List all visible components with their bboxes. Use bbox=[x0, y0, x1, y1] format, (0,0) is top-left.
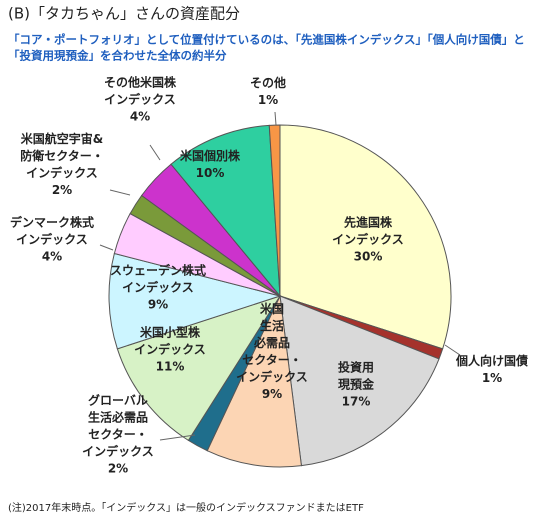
pie-slice bbox=[206, 294, 302, 468]
slice-label: 生活 bbox=[260, 318, 284, 333]
slice-label: 必需品 bbox=[253, 335, 290, 350]
slice-label: 米国個別株 bbox=[180, 148, 241, 163]
value-label: 11% bbox=[156, 360, 185, 374]
chart-subtitle: 「投資用現預金」を合わせた全体の約半分 bbox=[8, 49, 227, 63]
slice-label: インデックス bbox=[104, 92, 176, 107]
slice-label: セクター・ bbox=[242, 353, 302, 367]
chart-title: (B)「タカちゃん」さんの資産配分 bbox=[8, 5, 240, 23]
pie-slice bbox=[268, 124, 281, 297]
slice-label: インデックス bbox=[134, 342, 206, 357]
slice-label: 米国小型株 bbox=[140, 325, 201, 340]
value-label: 17% bbox=[342, 395, 371, 409]
value-label: 2% bbox=[52, 183, 72, 197]
slice-label: 米国 bbox=[260, 301, 284, 316]
value-label: 9% bbox=[262, 387, 282, 401]
value-label: 4% bbox=[42, 250, 62, 264]
pie-slice bbox=[279, 124, 452, 350]
slice-label: インデックス bbox=[332, 232, 404, 247]
value-label: 1% bbox=[482, 371, 502, 385]
value-label: 4% bbox=[130, 110, 150, 124]
slice-label: インデックス bbox=[82, 444, 154, 459]
slice-label: 投資用 bbox=[338, 360, 374, 375]
value-label: 9% bbox=[148, 298, 168, 312]
slice-label: 現預金 bbox=[338, 377, 375, 392]
slice-label: グローバル bbox=[88, 393, 148, 408]
leader-lines bbox=[99, 111, 461, 441]
footnote: (注)2017年末時点。「インデックス」は一般のインデックスファンドまたはETF bbox=[8, 501, 364, 514]
pie-slice bbox=[116, 295, 282, 442]
slice-label: スウェーデン株式 bbox=[110, 263, 206, 278]
value-label: 2% bbox=[108, 462, 128, 476]
slice-label: 先進国株 bbox=[344, 215, 393, 230]
slice-label: インデックス bbox=[122, 280, 194, 295]
slice-label: 個人向け国債 bbox=[455, 353, 528, 368]
slice-label: セクター・ bbox=[88, 428, 148, 442]
slice-label: 生活必需品 bbox=[88, 410, 148, 425]
slice-label: 防衛セクター・ bbox=[20, 148, 104, 163]
pie-slice bbox=[108, 252, 282, 350]
slice-label: その他 bbox=[250, 75, 286, 90]
slice-label: 米国航空宇宙& bbox=[21, 131, 103, 146]
value-label: 1% bbox=[258, 93, 278, 107]
value-label: 30% bbox=[354, 250, 383, 264]
slice-label: その他米国株 bbox=[104, 75, 177, 90]
pie-slice bbox=[279, 295, 440, 467]
slice-label: インデックス bbox=[16, 232, 88, 247]
chart-subtitle: 「コア・ポートフォリオ」として位置付けているのは、「先進国株インデックス」「個人… bbox=[8, 33, 525, 47]
pie-slice bbox=[170, 124, 281, 298]
slice-label: インデックス bbox=[26, 165, 98, 180]
value-label: 10% bbox=[196, 166, 225, 180]
slice-label: インデックス bbox=[236, 369, 308, 384]
slice-label: デンマーク株式 bbox=[10, 215, 94, 230]
